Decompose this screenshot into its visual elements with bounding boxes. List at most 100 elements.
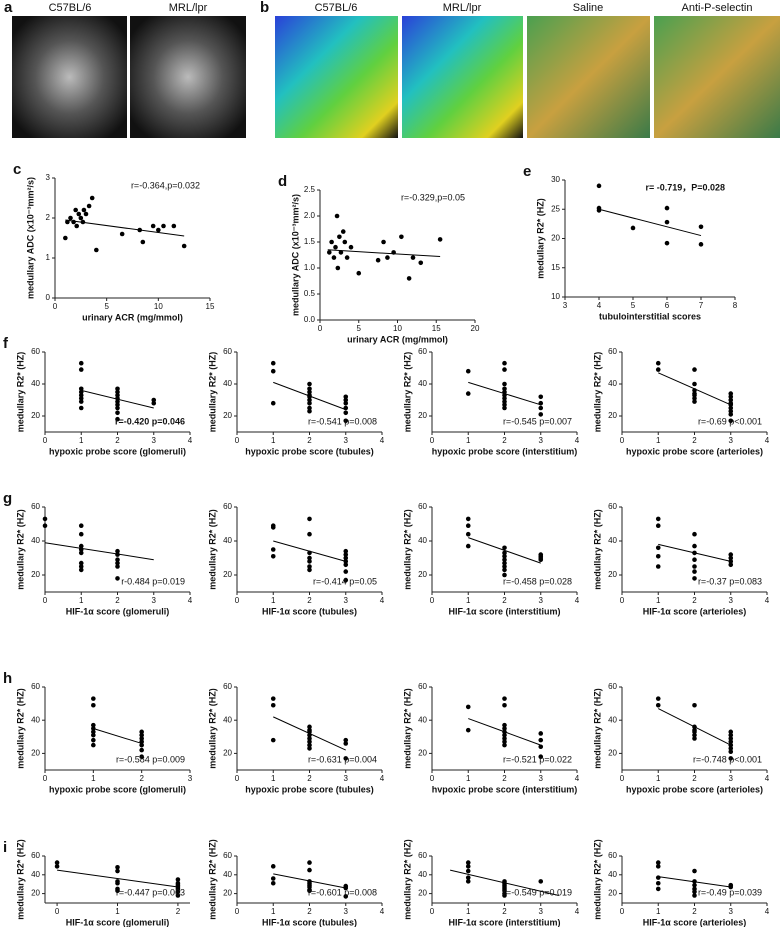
point [115,576,120,581]
point [91,722,96,728]
point [343,394,349,400]
point [307,397,312,403]
y-tick-label: 60 [608,347,617,356]
x-tick-label: 1 [466,436,471,445]
point [502,739,507,745]
x-tick-label: 4 [765,907,770,916]
point [343,400,349,406]
x-tick-label: 0 [43,436,48,445]
point [692,396,697,401]
point [115,389,120,395]
x-tick-label: 2 [307,774,312,783]
x-tick-label: 1 [656,596,661,605]
point [538,412,544,417]
point [307,742,312,748]
y-tick-label: 20 [31,889,40,898]
y-tick-label: 0 [46,293,51,302]
y-axis-title: medullary R2* (HZ) [15,688,25,769]
point [150,223,156,229]
y-tick-label: 60 [418,502,427,511]
point [270,525,276,530]
x-axis-title: HIF-1α score (tubules) [262,917,357,927]
point [343,418,349,424]
x-tick-label: 1 [466,907,471,916]
point [728,394,734,400]
point [502,726,507,731]
point [465,868,471,874]
y-tick-label: 1 [46,253,51,262]
y-tick-label: 40 [418,870,427,879]
y-tick-label: 40 [31,870,40,879]
point [502,696,507,701]
point [410,255,416,260]
x-tick-label: 0 [620,436,625,445]
y-tick-label: 0.5 [304,289,316,298]
annotation: r-0.484 p=0.019 [121,576,185,586]
x-tick-label: 4 [575,436,580,445]
point [348,244,354,250]
point [465,704,471,710]
y-tick-label: 60 [608,682,617,691]
point [698,224,704,230]
annotation: r=-0.549 p=0.019 [503,887,572,897]
x-tick-label: 2 [115,596,120,605]
point [692,367,697,372]
point [502,702,507,708]
annotation: r=-0.631 p=0.004 [308,754,377,764]
x-tick-label: 0 [318,324,323,333]
x-tick-label: 2 [692,907,697,916]
y-tick-label: 60 [223,502,232,511]
point [307,381,312,387]
point [728,405,734,411]
trend-line [327,249,441,258]
x-axis-title: hypoxic probe score (tubules) [245,446,374,456]
y-tick-label: 40 [223,715,232,724]
x-tick-label: 0 [55,907,60,916]
point [655,564,661,569]
trend-line [468,537,541,564]
y-tick-label: 20 [31,749,40,758]
x-tick-label: 2 [176,907,181,916]
x-tick-label: 2 [115,436,120,445]
x-axis-title: HIF-1α score (interstitium) [448,606,560,616]
point [655,860,661,865]
x-tick-label: 0 [235,907,240,916]
point [538,731,544,736]
point [343,756,349,761]
x-tick-label: 0 [235,596,240,605]
x-tick-label: 2 [307,596,312,605]
r2-map [402,16,523,138]
point [63,235,68,241]
point [692,732,697,738]
point [692,557,697,562]
point [115,416,120,422]
y-axis-title: medullary R2* (HZ) [402,688,412,769]
y-tick-label: 1.5 [304,237,316,246]
x-axis-title: urinary ACR (mg/mmol) [82,312,183,322]
point [270,368,276,374]
x-tick-label: 1 [271,596,276,605]
point [692,889,697,895]
point [538,737,544,743]
scatter-chart: 0 1 2 3 4 20 40 60 HIF-1α score (interstitium) me… [402,502,579,616]
point [307,564,312,569]
point [78,543,84,549]
x-tick-label: 0 [620,907,625,916]
point [692,381,697,387]
point [86,203,92,209]
x-tick-label: 0 [430,774,435,783]
y-tick-label: 20 [31,570,40,579]
point [538,754,544,760]
point [343,894,349,899]
panel-letter: g [3,490,12,507]
point [343,410,349,416]
point [664,205,670,211]
annotation: r=-0.447 p=0.063 [116,887,185,897]
point [728,418,734,424]
point [115,386,120,392]
y-tick-label: 2.0 [304,211,316,220]
point [89,195,95,201]
point [465,875,471,880]
point [270,547,276,552]
point [139,754,144,760]
